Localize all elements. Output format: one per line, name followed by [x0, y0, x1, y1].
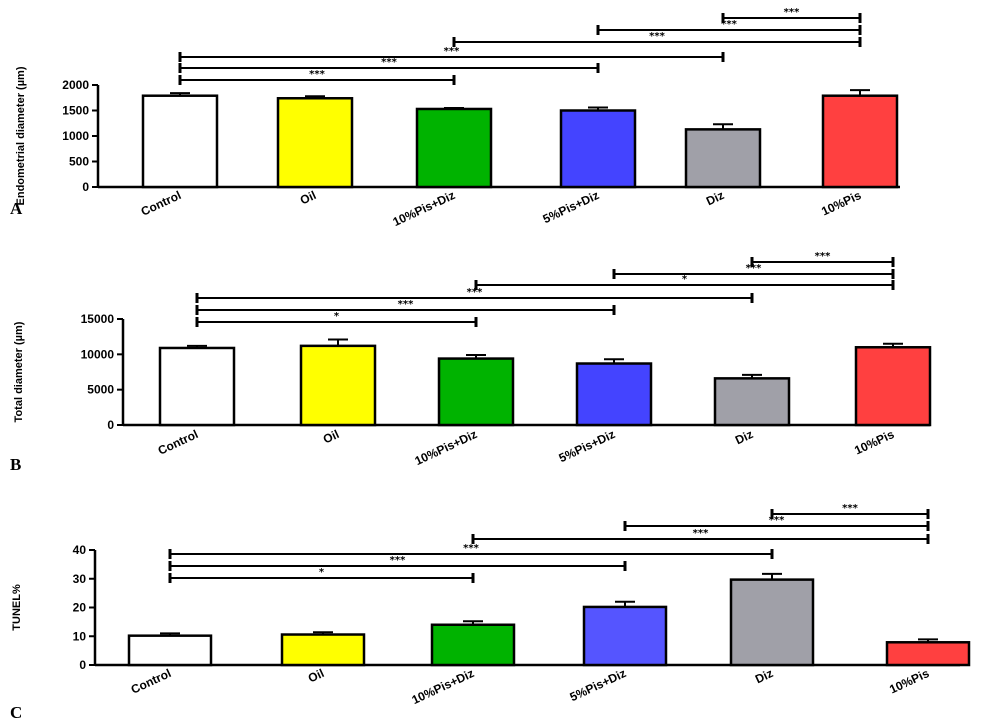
- y-axis-label: Endometrial diameter (µm): [15, 66, 27, 205]
- y-tick-label: 10000: [81, 347, 115, 361]
- significance-stars: ***: [784, 7, 800, 18]
- bar-10-pis-diz: [437, 357, 515, 427]
- category-label: 10%Pis: [887, 666, 931, 697]
- bar-control: [141, 94, 219, 189]
- y-tick-label: 0: [79, 658, 86, 672]
- significance-stars: ***: [381, 57, 397, 68]
- y-tick-label: 10: [73, 629, 87, 643]
- category-label: 5%Pis+Diz: [568, 666, 629, 704]
- bar-5-pis-diz: [559, 109, 637, 189]
- significance-stars: ***: [309, 69, 325, 80]
- y-axis-label: TUNEL%: [11, 584, 23, 631]
- bar-10-pis: [885, 641, 971, 667]
- bar-oil: [280, 633, 366, 667]
- category-label: 10%Pis: [852, 427, 896, 458]
- panel-letter: C: [10, 703, 22, 720]
- bar-control: [158, 346, 236, 427]
- category-label: Diz: [704, 188, 726, 208]
- bar-oil: [299, 344, 377, 427]
- y-tick-label: 15000: [81, 312, 115, 326]
- category-label: 10%Pis+Diz: [391, 188, 458, 229]
- y-tick-label: 20: [73, 601, 87, 615]
- chart-panel-a: 0 500 1000 1500 2000 Endometrial diameter (µm…: [10, 7, 900, 229]
- bar-diz: [684, 128, 762, 189]
- category-label: Diz: [733, 427, 755, 447]
- category-label: 5%Pis+Diz: [557, 427, 618, 465]
- chart-panel-b: 0 5000 10000 15000 Total diameter (µm) Contro…: [10, 251, 932, 474]
- y-tick-label: 5000: [87, 383, 114, 397]
- significance-stars: ***: [390, 555, 406, 566]
- significance-stars: ***: [649, 31, 665, 42]
- bar-10-pis: [821, 94, 899, 189]
- panel-letter: A: [10, 199, 23, 218]
- significance-stars: ***: [746, 263, 762, 274]
- bar-diz: [729, 578, 815, 667]
- panel-letter: B: [10, 455, 21, 474]
- category-label: 10%Pis+Diz: [413, 427, 480, 468]
- bar-control: [127, 634, 213, 667]
- significance-stars: ***: [467, 287, 483, 298]
- category-label: Control: [129, 666, 174, 697]
- category-label: Oil: [306, 666, 326, 685]
- significance-stars: ***: [463, 543, 479, 554]
- category-label: 10%Pis+Diz: [410, 666, 477, 707]
- bar-oil: [276, 97, 354, 189]
- category-label: 10%Pis: [819, 188, 863, 219]
- bar-10-pis-diz: [415, 107, 493, 189]
- category-label: 5%Pis+Diz: [541, 188, 602, 226]
- bar-10-pis-diz: [430, 623, 516, 667]
- significance-stars: ***: [842, 503, 858, 514]
- significance-stars: *: [682, 274, 688, 285]
- y-tick-label: 40: [73, 543, 87, 557]
- significance-stars: *: [334, 311, 340, 322]
- bar-10-pis: [854, 346, 932, 427]
- y-tick-label: 0: [82, 180, 89, 194]
- significance-stars: ***: [769, 515, 785, 526]
- category-label: Oil: [321, 427, 341, 446]
- significance-stars: ***: [398, 299, 414, 310]
- y-tick-label: 30: [73, 572, 87, 586]
- category-label: Control: [139, 188, 184, 219]
- significance-stars: ***: [815, 251, 831, 262]
- significance-stars: *: [319, 567, 325, 578]
- significance-stars: ***: [721, 19, 737, 30]
- y-axis-label: Total diameter (µm): [13, 321, 25, 422]
- y-tick-label: 0: [107, 418, 114, 432]
- category-label: Diz: [753, 666, 775, 686]
- y-tick-label: 500: [69, 155, 89, 169]
- significance-stars: ***: [444, 46, 460, 57]
- y-tick-label: 1000: [62, 129, 89, 143]
- bar-diz: [713, 377, 791, 427]
- y-tick-label: 1500: [62, 104, 89, 118]
- significance-stars: ***: [693, 528, 709, 539]
- category-label: Oil: [298, 188, 318, 207]
- category-label: Control: [156, 427, 201, 458]
- bar-5-pis-diz: [582, 605, 668, 667]
- y-tick-label: 2000: [62, 78, 89, 92]
- chart-panel-c: 0 10 20 30 40 TUNEL% Control Oil 10%Pis+Diz 5%Pis…: [10, 503, 971, 720]
- bar-5-pis-diz: [575, 362, 653, 427]
